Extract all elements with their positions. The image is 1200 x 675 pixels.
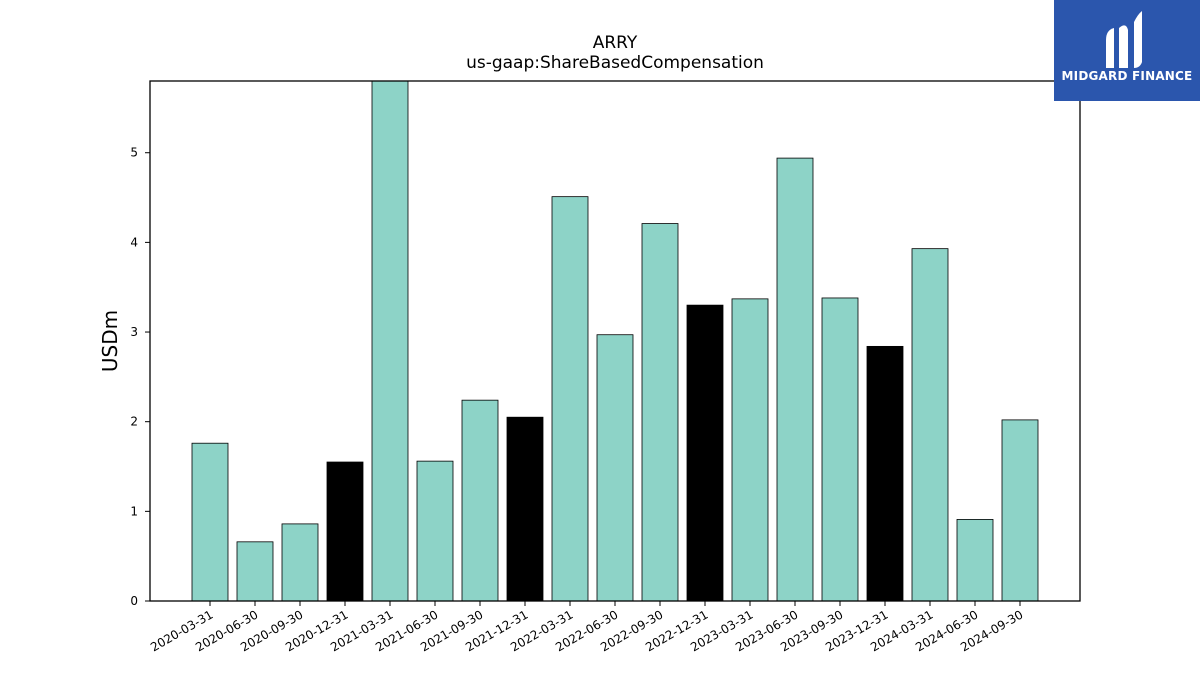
bar-2024-09-30 [1001, 419, 1039, 602]
bars-group [191, 80, 1039, 602]
chart-subtitle: us-gaap:ShareBasedCompensation [466, 53, 764, 73]
bar-2022-03-31 [551, 196, 589, 602]
bar-2023-03-31 [731, 298, 769, 602]
y-tick-label: 0 [130, 594, 138, 608]
bar-2021-03-31 [371, 80, 409, 602]
bar-2021-12-31 [506, 416, 544, 602]
midgard-logo-icon [1106, 11, 1142, 68]
bar-2020-09-30 [281, 523, 319, 602]
bar-2020-06-30 [236, 541, 274, 602]
chart-title: ARRY [593, 33, 638, 53]
y-axis-ticks: 0 1 2 3 4 5 [130, 146, 150, 608]
bar-2020-12-31 [326, 461, 364, 602]
bar-2022-12-31 [686, 304, 724, 602]
y-tick-label: 5 [130, 146, 138, 160]
y-tick-label: 3 [130, 325, 138, 339]
x-axis-ticks: 2020-03-312020-06-302020-09-302020-12-31… [148, 601, 1026, 654]
bar-2020-03-31 [191, 442, 229, 602]
y-tick-label: 2 [130, 415, 138, 429]
plot-frame [149, 80, 1081, 602]
logo-text: MIDGARD FINANCE [1061, 69, 1193, 83]
bar-2022-09-30 [641, 223, 679, 602]
bar-2022-06-30 [596, 334, 634, 602]
bar-2023-06-30 [776, 157, 814, 602]
y-tick-label: 1 [130, 504, 138, 518]
y-tick-label: 4 [130, 235, 138, 249]
bar-2023-09-30 [821, 297, 859, 602]
bar-2021-06-30 [416, 460, 454, 602]
bar-2024-06-30 [956, 519, 994, 602]
bar-2023-12-31 [866, 345, 904, 602]
y-axis-label: USDm [98, 310, 122, 372]
bar-2024-03-31 [911, 248, 949, 602]
midgard-finance-logo: MIDGARD FINANCE [1054, 0, 1200, 101]
bar-2021-09-30 [461, 399, 499, 602]
